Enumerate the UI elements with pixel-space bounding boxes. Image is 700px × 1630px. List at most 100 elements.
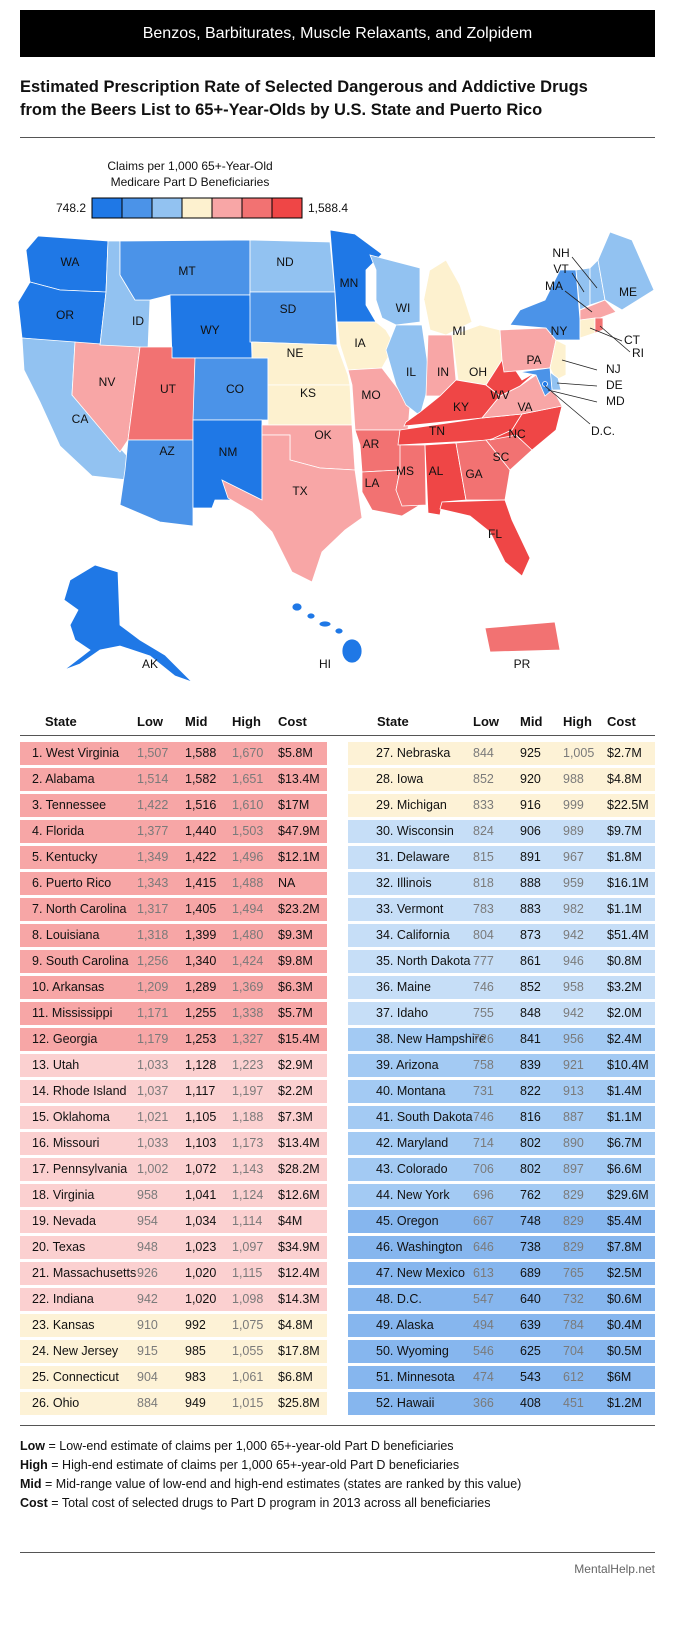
table-row: [348, 872, 655, 895]
table-row: [348, 1080, 655, 1103]
table-cell: $6M: [607, 1370, 632, 1384]
table-cell: 888: [520, 876, 541, 890]
table-cell: 873: [520, 928, 541, 942]
table-cell: 1. West Virginia: [32, 746, 120, 760]
table-row: [348, 1366, 655, 1389]
table-cell: 1,055: [232, 1344, 264, 1358]
table-cell: $5.4M: [607, 1214, 642, 1228]
table-cell: 946: [563, 954, 584, 968]
table-cell: 982: [563, 902, 584, 916]
table-row: [348, 1262, 655, 1285]
table-cell: 829: [563, 1240, 584, 1254]
table-cell: 731: [473, 1084, 494, 1098]
table-row: [20, 794, 327, 817]
table-cell: 926: [137, 1266, 158, 1280]
table-cell: 824: [473, 824, 494, 838]
table-cell: $6.6M: [607, 1162, 642, 1176]
table-cell: $1.1M: [607, 1110, 642, 1124]
table-cell: 1,188: [232, 1110, 264, 1124]
leader-line: [544, 385, 591, 425]
table-row: [348, 846, 655, 869]
table-cell: 1,289: [185, 980, 217, 994]
column-header: State: [377, 714, 409, 729]
table-cell: $2.4M: [607, 1032, 642, 1046]
table-cell: 16. Missouri: [32, 1136, 100, 1150]
state: [291, 602, 363, 664]
table-cell: 1,651: [232, 772, 264, 786]
leader-line: [589, 327, 623, 342]
table-cell: 815: [473, 850, 494, 864]
table-cell: 49. Alaska: [376, 1318, 434, 1332]
table-cell: 1,209: [137, 980, 169, 994]
table-cell: 883: [520, 902, 541, 916]
table-cell: 921: [563, 1058, 584, 1072]
table-row: [20, 768, 327, 791]
table-cell: 948: [137, 1240, 158, 1254]
table-cell: 696: [473, 1188, 494, 1202]
state-label: TX: [292, 484, 307, 498]
table-row: [20, 1366, 327, 1389]
divider: [20, 1425, 655, 1426]
table-cell: 27. Nebraska: [376, 746, 451, 760]
table-row: [20, 742, 327, 765]
state-label: SD: [280, 302, 297, 316]
table-row: [348, 1210, 655, 1233]
table-row: [20, 1080, 327, 1103]
table-cell: 1,021: [137, 1110, 169, 1124]
table-row: [20, 872, 327, 895]
state-label: DE: [606, 378, 623, 392]
table-cell: 762: [520, 1188, 541, 1202]
table-cell: NA: [278, 876, 296, 890]
table-cell: 906: [520, 824, 541, 838]
table-row: [20, 1236, 327, 1259]
note: High = High-end estimate of claims per 1…: [20, 1456, 521, 1475]
table-cell: 1,179: [137, 1032, 169, 1046]
table-row: [348, 1132, 655, 1155]
table-cell: 1,422: [137, 798, 169, 812]
table-cell: 1,020: [185, 1266, 217, 1280]
state-label: NM: [219, 445, 238, 459]
leader-line: [599, 325, 631, 353]
state-label: MD: [606, 394, 625, 408]
table-cell: 861: [520, 954, 541, 968]
table-cell: 992: [185, 1318, 206, 1332]
note-term: High: [20, 1458, 48, 1472]
table-row: [348, 1288, 655, 1311]
table-cell: 43. Colorado: [376, 1162, 448, 1176]
table-cell: 46. Washington: [376, 1240, 463, 1254]
state-label: UT: [160, 382, 177, 396]
table-cell: 1,023: [185, 1240, 217, 1254]
state-label: AL: [429, 464, 444, 478]
table-cell: 1,582: [185, 772, 217, 786]
table-cell: 546: [473, 1344, 494, 1358]
table-cell: $25.8M: [278, 1396, 320, 1410]
note-definition: = High-end estimate of claims per 1,000 …: [51, 1458, 460, 1472]
table-cell: 958: [137, 1188, 158, 1202]
state-label: NE: [287, 346, 304, 360]
table-cell: 999: [563, 798, 584, 812]
table-cell: 1,343: [137, 876, 169, 890]
table-row: [348, 1158, 655, 1181]
table-cell: $47.9M: [278, 824, 320, 838]
legend-swatch: [151, 197, 183, 219]
table-cell: 822: [520, 1084, 541, 1098]
table-cell: $6.8M: [278, 1370, 313, 1384]
table-row: [348, 1236, 655, 1259]
leader-line: [556, 382, 598, 387]
table-cell: 958: [563, 980, 584, 994]
table-cell: 983: [185, 1370, 206, 1384]
table-cell: $2.2M: [278, 1084, 313, 1098]
table-cell: 41. South Dakota: [376, 1110, 473, 1124]
table-cell: 704: [563, 1344, 584, 1358]
state: [336, 321, 396, 371]
table-cell: 802: [520, 1162, 541, 1176]
table-cell: 916: [520, 798, 541, 812]
state-label: FL: [488, 527, 502, 541]
column-header: High: [563, 714, 592, 729]
table-cell: 19. Nevada: [32, 1214, 96, 1228]
table-cell: 1,318: [137, 928, 169, 942]
state-label: PR: [514, 657, 531, 671]
table-cell: 1,496: [232, 850, 264, 864]
table-cell: $1.1M: [607, 902, 642, 916]
table-cell: 1,173: [232, 1136, 264, 1150]
